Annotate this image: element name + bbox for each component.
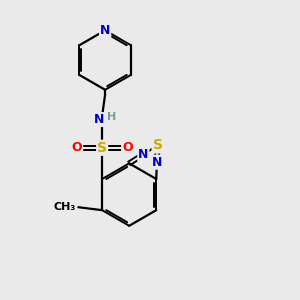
Text: N: N (93, 113, 104, 126)
Text: S: S (97, 141, 107, 155)
Text: CH₃: CH₃ (53, 202, 75, 212)
Text: N: N (138, 148, 148, 161)
Text: N: N (152, 156, 162, 169)
Text: N: N (100, 24, 110, 37)
Text: O: O (122, 141, 133, 154)
Text: H: H (107, 112, 116, 122)
Text: O: O (72, 141, 82, 154)
Text: S: S (153, 138, 163, 152)
